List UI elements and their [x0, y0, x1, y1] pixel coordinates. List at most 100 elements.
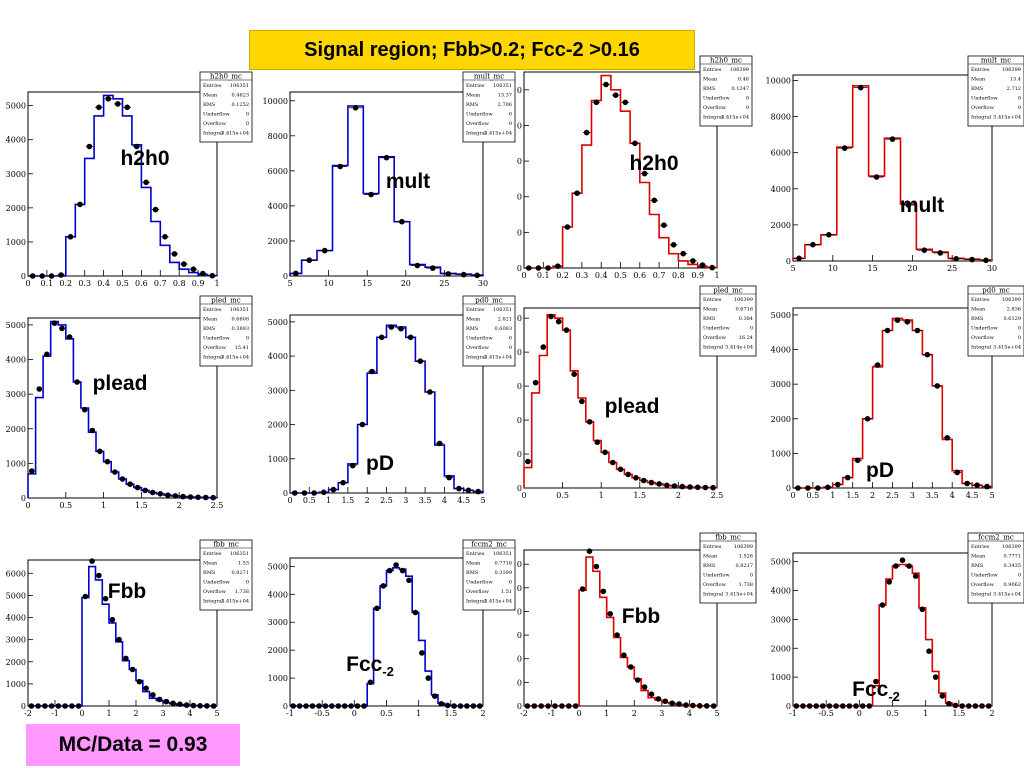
y-tick-label: 0 — [517, 584, 522, 593]
y-tick-label: 0 — [21, 494, 26, 503]
stats-key: Entries — [203, 83, 222, 89]
stats-value: 106351 — [493, 551, 512, 557]
plot-frame — [523, 307, 718, 489]
stats-key: Integral — [466, 355, 487, 361]
y-tick-label: 0 — [517, 157, 522, 166]
stats-value: 0 — [1018, 326, 1021, 332]
x-tick-label: 20 — [907, 264, 917, 273]
y-tick-label: 0 — [786, 484, 791, 493]
x-tick-label: 4 — [187, 709, 192, 718]
data-point — [51, 320, 58, 327]
histogram-panel-1: 0 1000 2000 3000 4000 5000 0 0.1 0.2 0.3 0.4 0.5 0.6… — [6, 71, 253, 288]
data-point — [104, 458, 111, 465]
stats-key: Mean — [971, 77, 986, 83]
histogram-panel-9: 0 1000 2000 3000 4000 5000 6000 -2 -1 0 1 2 3 4 5 fbb_m… — [6, 539, 253, 718]
variable-label: Fbb — [622, 605, 660, 628]
y-tick-label: 4000 — [6, 356, 26, 365]
y-tick-label: 0 — [517, 607, 522, 616]
y-tick-label: 5000 — [6, 321, 26, 330]
x-tick-label: 2.5 — [211, 501, 224, 510]
x-tick-label: 15 — [362, 279, 372, 288]
data-point — [593, 99, 600, 106]
x-tick-label: 0.1 — [41, 279, 54, 288]
stats-box: h2h0_mc Entries 106399 Mean 0.46 RMS 0.1247Und… — [699, 55, 753, 127]
data-point — [586, 548, 593, 554]
data-point — [921, 247, 928, 253]
x-tick-label: -0.5 — [818, 709, 833, 718]
data-point — [432, 693, 438, 699]
data-point — [844, 474, 851, 481]
data-point — [150, 692, 156, 698]
data-point — [293, 270, 299, 277]
stats-title: fccm2_mc — [471, 541, 507, 549]
stats-box: pled_mc Entries 106351 Mean 0.6608 RMS 0.3893U… — [199, 295, 253, 367]
data-point — [846, 703, 853, 709]
data-point — [42, 703, 48, 709]
mc-histogram — [28, 565, 217, 707]
y-tick-label: 2000 — [268, 237, 288, 246]
stats-value: 0 — [750, 326, 753, 332]
x-tick-label: 1 — [416, 709, 421, 718]
y-tick-label: 10000 — [766, 76, 791, 85]
data-point — [793, 703, 800, 709]
data-point — [566, 703, 572, 709]
data-point — [301, 490, 308, 496]
data-point — [532, 379, 539, 386]
stats-title: h2h0_mc — [210, 73, 242, 81]
stats-key: Entries — [466, 551, 485, 557]
stats-title: mult_mc — [474, 73, 504, 81]
data-point — [805, 485, 811, 491]
data-point — [983, 257, 989, 264]
x-tick-label: 2 — [989, 709, 994, 718]
data-point — [710, 703, 717, 709]
data-point — [874, 362, 881, 368]
data-point — [694, 484, 701, 491]
data-point — [115, 101, 121, 107]
stats-key: RMS — [703, 316, 716, 322]
stats-value: 3.415e+04 — [993, 345, 1021, 351]
data-point — [340, 479, 346, 486]
x-tick-label: 0.5 — [556, 491, 569, 500]
y-tick-label: 0 — [786, 702, 791, 711]
data-point — [123, 655, 129, 662]
data-point — [648, 691, 655, 697]
data-point — [904, 319, 911, 325]
x-tick-label: 0 — [352, 709, 357, 718]
data-point — [632, 140, 638, 147]
stats-title: pd0_mc — [475, 297, 503, 305]
data-point — [662, 698, 669, 705]
y-tick-label: 0 — [517, 382, 522, 391]
stats-box: fccm2_mc Entries 106399 Mean 0.7771 RMS 0.3435… — [967, 532, 1024, 604]
stats-key: Mean — [203, 561, 218, 567]
y-tick-label: 6000 — [268, 167, 288, 176]
x-tick-label: 0.8 — [672, 271, 685, 280]
data-point — [412, 609, 419, 616]
stats-key: Integral — [203, 355, 224, 361]
y-tick-label: 2000 — [771, 221, 791, 230]
stats-box-frame — [462, 295, 516, 367]
data-point — [841, 145, 848, 151]
x-tick-label: 1 — [599, 491, 604, 500]
x-tick-label: 2 — [870, 491, 875, 500]
stats-key: RMS — [703, 86, 716, 92]
data-point — [583, 129, 590, 136]
data-point — [386, 567, 393, 574]
data-point — [617, 466, 624, 473]
y-tick-label: 2000 — [268, 646, 288, 655]
data-point — [62, 703, 68, 709]
data-point — [430, 265, 436, 271]
x-tick-label: 0.9 — [192, 279, 205, 288]
x-tick-label: 0.3 — [576, 271, 589, 280]
y-tick-label: 0 — [517, 560, 522, 569]
data-point — [290, 703, 297, 709]
page-title: Signal region; Fbb>0.2; Fcc-2 >0.16 — [249, 30, 695, 70]
x-tick-label: 1.5 — [633, 491, 646, 500]
x-tick-label: 1 — [106, 709, 111, 718]
data-point — [75, 703, 82, 709]
stats-key: Overflow — [466, 589, 490, 595]
data-point — [105, 96, 112, 102]
data-point — [709, 264, 715, 271]
stats-key: Entries — [466, 83, 485, 89]
data-point — [939, 693, 946, 699]
stats-key: Entries — [971, 67, 990, 73]
